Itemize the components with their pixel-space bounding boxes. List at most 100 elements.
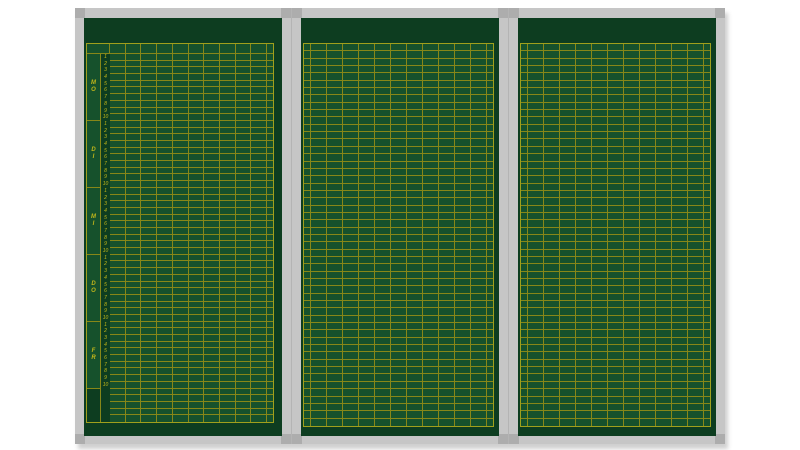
grid-cell [172, 167, 189, 175]
grid-cell [560, 330, 576, 338]
grid-cell [656, 330, 672, 338]
grid-cell [188, 388, 205, 396]
row-end-cell [487, 301, 493, 309]
grid-cell [608, 95, 624, 103]
grid-cell [235, 401, 252, 409]
grid-cell [455, 66, 471, 74]
grid-cell [110, 74, 126, 81]
grid-cell [219, 194, 236, 202]
grid-cell [576, 44, 592, 52]
grid-cell [439, 308, 455, 316]
grid-cell [235, 261, 252, 269]
period-row: 8 [101, 368, 274, 376]
grid-cell [391, 51, 407, 59]
grid-cell [188, 335, 205, 342]
grid-cell [157, 274, 173, 282]
grid-cell [311, 330, 327, 338]
grid-cell [235, 207, 252, 215]
grid-cell [672, 367, 688, 375]
grid-cell [688, 102, 704, 111]
grid-cell [439, 183, 455, 191]
grid-cell [576, 73, 592, 81]
grid-cell [125, 161, 142, 168]
grid-cell [455, 396, 471, 404]
grid-row [521, 418, 710, 426]
grid-row [521, 227, 710, 235]
grid-cell [311, 337, 327, 346]
grid-cell [204, 60, 220, 68]
row-start-cell [304, 220, 311, 228]
grid-cell [544, 198, 560, 206]
grid-cell [592, 198, 608, 206]
grid-cell [219, 227, 236, 235]
grid-cell [640, 139, 656, 147]
grid-cell [656, 132, 672, 140]
grid-cell [640, 44, 656, 52]
grid-cell [656, 374, 672, 382]
grid-cell [327, 73, 343, 81]
period-row: 2 [101, 60, 274, 68]
row-start-cell [304, 117, 311, 125]
grid-cell [343, 242, 359, 250]
grid-cell [608, 242, 624, 250]
grid-cell [455, 271, 471, 279]
row-start-cell [521, 323, 528, 331]
row-end-cell [704, 124, 710, 133]
grid-row [521, 154, 710, 162]
grid-cell [188, 408, 205, 416]
row-end-cell [704, 154, 710, 162]
grid-cell [157, 381, 173, 389]
grid-cell [560, 396, 576, 404]
grid-cell [251, 241, 268, 249]
period-row: 3 [101, 335, 274, 342]
grid-cell [327, 168, 343, 177]
grid-cell [251, 120, 268, 128]
period-number-cell: 8 [104, 301, 107, 308]
grid-row [521, 345, 710, 353]
grid-cell [423, 190, 439, 199]
row-start-cell [521, 301, 528, 309]
grid-cell [640, 330, 656, 338]
row-end-cell [487, 264, 493, 272]
grid-row [521, 88, 710, 96]
grid-cell [608, 190, 624, 199]
grid-cell [423, 403, 439, 412]
grid-cell [688, 374, 704, 382]
grid-cell [235, 187, 252, 195]
grid-cell [624, 367, 640, 375]
grid-cell [343, 308, 359, 316]
grid-cell [172, 261, 189, 269]
grid-cell [576, 249, 592, 257]
grid-cell [172, 368, 189, 376]
grid-cell [471, 80, 487, 89]
grid-cell [391, 80, 407, 89]
grid-cell [576, 132, 592, 140]
grid-cell [528, 220, 544, 228]
grid-cell [544, 330, 560, 338]
grid-cell [544, 367, 560, 375]
row-end-cell [704, 212, 710, 221]
grid-cell [528, 168, 544, 177]
grid-cell [640, 249, 656, 257]
row-start-cell [304, 73, 311, 81]
grid-cell [672, 198, 688, 206]
grid-cell [251, 401, 268, 409]
grid-cell [624, 198, 640, 206]
row-start-cell [521, 80, 528, 89]
row-end-cell [704, 227, 710, 235]
grid-cell [157, 187, 173, 195]
grid-cell [439, 44, 455, 52]
grid-cell [592, 352, 608, 360]
grid-cell [157, 107, 173, 115]
row-end-cell [267, 141, 274, 148]
period-row: 5 [101, 80, 274, 88]
grid-cell [560, 102, 576, 111]
grid-cell [125, 207, 142, 215]
grid-cell [141, 227, 158, 235]
row-end-cell [487, 345, 493, 353]
period-row: 9 [101, 375, 274, 382]
grid-cell [251, 174, 268, 182]
grid-cell [439, 256, 455, 265]
grid-row [304, 102, 493, 111]
